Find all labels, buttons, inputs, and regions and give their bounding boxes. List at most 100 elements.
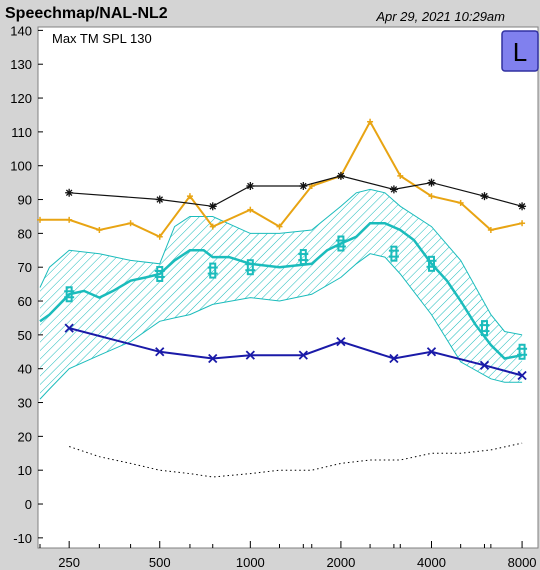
threshold-point [479, 360, 490, 370]
ucl-point [427, 178, 436, 187]
x-tick-label: 500 [149, 555, 171, 570]
ear-badge-label: L [513, 37, 527, 67]
ear-badge-box [501, 30, 539, 72]
target-point [457, 199, 464, 206]
threshold-point [208, 353, 218, 364]
target-point [428, 193, 435, 200]
y-tick-label: 100 [10, 159, 32, 174]
y-tick-label: 90 [18, 193, 32, 208]
y-tick-label: 50 [18, 328, 32, 343]
max-tm-spl-note: Max TM SPL 130 [52, 31, 152, 46]
y-tick-label: 10 [18, 463, 32, 478]
ucl-point [299, 182, 308, 191]
y-tick-label: 140 [10, 23, 32, 38]
y-tick-label: 40 [18, 362, 32, 377]
ucl-point [65, 188, 74, 197]
speech-marker [426, 255, 437, 272]
speech-marker-box [246, 259, 254, 276]
speech-marker-box [299, 249, 307, 266]
speech-marker-box [518, 343, 526, 360]
ucl-point-stroke [209, 203, 216, 210]
y-tick-label: 110 [11, 125, 32, 140]
ear-badge[interactable]: L [501, 30, 539, 72]
speech-marker-box [337, 235, 345, 252]
speech-marker [517, 343, 528, 360]
threshold-point-b [336, 336, 346, 347]
threshold-point [517, 370, 527, 381]
session-timestamp: Apr 29, 2021 10:29am [375, 9, 505, 24]
target-point [37, 216, 43, 223]
speech-marker [245, 259, 256, 276]
speech-band-lower [39, 253, 523, 400]
x-tick-label: 250 [58, 555, 80, 570]
threshold-point-b [426, 347, 437, 357]
chart-title: Speechmap/NAL-NL2 [5, 5, 168, 22]
speech-marker [207, 262, 218, 279]
target-point [96, 226, 103, 233]
x-tick-label: 8000 [508, 555, 537, 570]
ucl-point-stroke [481, 192, 488, 200]
speech-marker [154, 265, 165, 282]
y-tick-label: 120 [10, 91, 32, 106]
target-point [66, 216, 73, 223]
y-tick-label: 30 [18, 396, 32, 411]
speech-marker-box [390, 245, 398, 262]
x-axis: 250 500 1000 2000 4000 8000 [39, 541, 537, 570]
speech-marker-box [480, 320, 488, 337]
y-tick-label: -10 [13, 531, 32, 546]
y-tick-label: 0 [25, 497, 32, 512]
speech-marker-box [156, 265, 164, 282]
series-layer [37, 118, 528, 478]
target-point [247, 206, 254, 213]
ucl-point [336, 171, 345, 180]
x-tick-label: 1000 [236, 555, 265, 570]
threshold-point-b [208, 353, 218, 364]
target-point [367, 118, 374, 125]
target-point [127, 220, 134, 227]
ucl-point-stroke [300, 182, 307, 190]
ucl-point [155, 195, 164, 204]
threshold-point-b [479, 360, 490, 370]
ucl-point-stroke [390, 186, 398, 193]
speech-marker-box [209, 262, 217, 279]
ucl-point-stroke [247, 182, 254, 190]
speech-band-upper [39, 188, 523, 336]
speech-marker [298, 249, 309, 266]
threshold-point-b [155, 347, 165, 357]
target-point [276, 223, 283, 230]
ucl-point-stroke [156, 196, 164, 203]
noise-floor-line [69, 442, 523, 478]
y-tick-label: 70 [18, 260, 32, 275]
speech-ltass-line [39, 221, 523, 360]
target-point [156, 233, 163, 240]
speech-marker-box [65, 286, 73, 303]
x-tick-label: 4000 [417, 555, 446, 570]
target-point [519, 220, 526, 227]
threshold-point [336, 336, 346, 347]
threshold-point-b [245, 350, 255, 360]
threshold-point [245, 350, 255, 360]
ucl-line [69, 175, 523, 207]
y-tick-label: 130 [10, 57, 32, 72]
threshold-point [298, 350, 308, 360]
speech-marker-box [427, 255, 435, 272]
target-point [186, 193, 193, 200]
ucl-point [208, 202, 217, 211]
target-point [209, 223, 216, 230]
speech-marker [388, 245, 399, 262]
threshold-point [389, 353, 399, 364]
threshold-line [68, 327, 523, 377]
ucl-point [246, 182, 255, 191]
ucl-point [518, 202, 527, 211]
ucl-point-stroke [518, 203, 526, 210]
speech-marker [479, 320, 490, 337]
y-tick-label: 60 [18, 294, 32, 309]
target-point [487, 226, 494, 233]
ucl-point [389, 185, 398, 194]
threshold-point-b [298, 350, 308, 360]
ucl-point-stroke [428, 179, 435, 186]
threshold-point-b [517, 370, 527, 381]
threshold-point-b [64, 323, 74, 333]
